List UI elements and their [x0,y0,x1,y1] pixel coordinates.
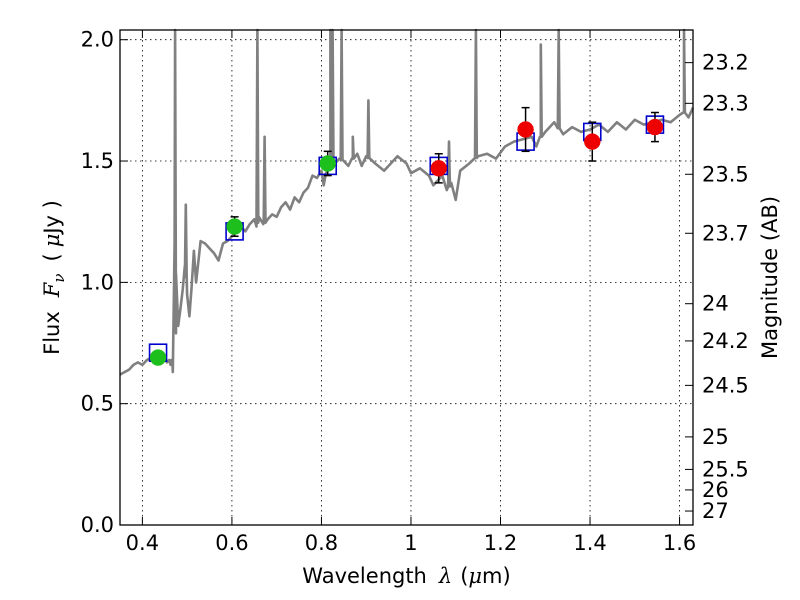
y2-tick-label: 23.7 [702,221,749,245]
y2-axis-label: Magnitude (AB) [758,196,782,359]
y-tick-label: 1.5 [81,149,114,173]
y-tick-label: 0.5 [81,392,114,416]
y2-tick-label: 24 [702,292,729,316]
nir-point [646,118,664,136]
x-axis-label: Wavelength λ (μm) [302,564,510,588]
y-tick-label: 1.0 [81,270,114,294]
y2-tick-label: 27 [702,499,729,523]
nir-point [517,121,534,138]
x-tick-label: 1 [404,531,417,555]
y2-tick-label: 24.5 [702,373,749,397]
observed-photometry-layer [149,106,664,366]
y2-tick-label: 23.3 [702,91,749,115]
optical-point [226,218,243,235]
y2-tick-label: 26 [702,478,729,502]
y2-tick-label: 25 [702,425,729,449]
y2-tick-label: 23.2 [702,51,749,75]
y-axis-label: FluxFν(μJy ) [40,200,68,355]
y-tick-label: 0.0 [81,513,114,537]
x-tick-label: 0.4 [126,531,159,555]
y2-tick-label: 25.5 [702,457,749,481]
x-tick-label: 1.6 [663,531,696,555]
y2-tick-label: 24.2 [702,329,749,353]
nir-point [584,133,601,150]
y2-tick-label: 23.5 [702,162,749,186]
x-tick-label: 0.8 [305,531,338,555]
axis-ticks: 0.4 0.6 0.8 1 1.2 1.4 1.6 0.0 0.5 1.0 1.5 2.0 23.2 23… [81,28,749,555]
optical-point [319,155,336,172]
y-tick-label: 2.0 [81,28,114,52]
plot-frame [119,29,694,526]
x-tick-label: 0.6 [215,531,248,555]
optical-point [149,349,167,366]
x-tick-label: 1.2 [484,531,517,555]
nir-point [430,160,447,177]
x-tick-label: 1.4 [573,531,606,555]
